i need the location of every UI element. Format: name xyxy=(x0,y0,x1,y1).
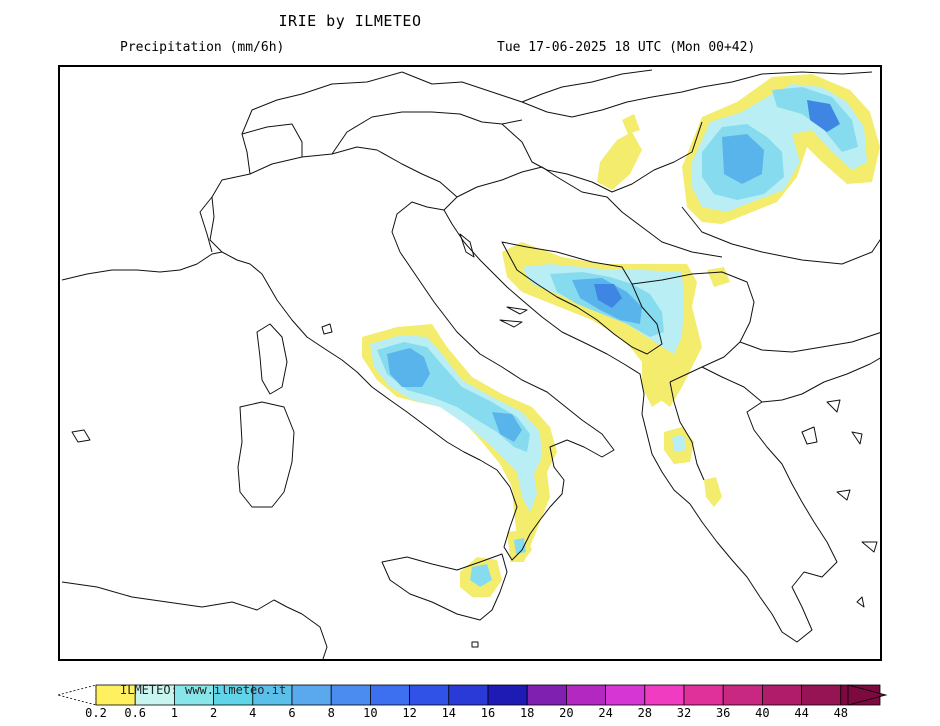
greek-island-6 xyxy=(861,541,878,553)
variable-label: Precipitation (mm/6h) xyxy=(120,40,285,55)
colorbar-tick-label: 18 xyxy=(519,706,535,720)
colorbar-box xyxy=(762,684,803,706)
sicily xyxy=(381,553,508,621)
precip-romania-dblue xyxy=(807,100,840,132)
elba xyxy=(321,323,333,335)
romania-north xyxy=(701,71,873,88)
precip-romania-blue xyxy=(722,134,764,184)
precipitation-map xyxy=(58,65,882,661)
greek-island-1 xyxy=(801,426,818,445)
bosnia-border xyxy=(501,241,663,355)
colorbar-tick-label: 28 xyxy=(637,706,653,720)
colorbar-tick-label: 32 xyxy=(676,706,692,720)
colorbar-box xyxy=(291,684,332,706)
colorbar-box xyxy=(801,684,842,706)
colorbar xyxy=(58,684,888,706)
colorbar-tick-label: 10 xyxy=(363,706,378,720)
precip-montenegro xyxy=(642,350,672,407)
sardinia xyxy=(237,401,295,508)
colorbar-box xyxy=(409,684,450,706)
colorbar-box xyxy=(644,684,685,706)
colorbar-tick-label: 16 xyxy=(480,706,496,720)
colorbar-right-arrow xyxy=(847,684,888,706)
colorbar-box xyxy=(722,684,763,706)
precip-greece-n xyxy=(704,477,722,507)
slovenia-croatia xyxy=(456,166,558,198)
colorbar-tick-label: 0.2 xyxy=(85,706,107,720)
swiss-border xyxy=(241,123,303,175)
precip-calabria-c xyxy=(514,538,526,554)
czech-border xyxy=(401,69,653,103)
malta xyxy=(471,641,479,648)
corsica xyxy=(256,323,288,395)
map-title: IRIE by ILMETEO xyxy=(278,12,422,30)
colorbar-tick-label: 24 xyxy=(598,706,613,720)
colorbar-tick-label: 8 xyxy=(327,706,335,720)
africa-coast xyxy=(61,581,328,659)
precipitation-layer xyxy=(362,74,880,597)
colorbar-tick-label: 0.6 xyxy=(124,706,147,720)
colorbar-box xyxy=(565,684,606,706)
precip-hungary xyxy=(597,132,642,190)
croatia-bosnia-border xyxy=(556,176,723,258)
dalmatian-island-2 xyxy=(499,319,523,328)
colorbar-box xyxy=(369,684,410,706)
colorbar-tick-label: 1 xyxy=(170,706,179,720)
precip-albania-c xyxy=(672,435,686,452)
colorbar-tick-label: 6 xyxy=(288,706,296,720)
italy-coast xyxy=(209,146,615,561)
precip-italy-core2 xyxy=(492,412,522,442)
slovakia-border xyxy=(521,86,703,118)
bulgaria-border xyxy=(739,332,880,353)
colorbar-box xyxy=(605,684,646,706)
france-italy-border xyxy=(199,196,213,253)
valid-time-label: Tue 17-06-2025 18 UTC (Mon 00+42) xyxy=(497,40,756,55)
colorbar-watermark: ILMETEO: www.ilmeteo.it xyxy=(120,683,287,697)
serbia-border xyxy=(631,271,755,383)
colorbar-box xyxy=(448,684,489,706)
colorbar-tick-label: 36 xyxy=(715,706,731,720)
albania-border xyxy=(669,381,705,481)
colorbar-box xyxy=(526,684,567,706)
balearic xyxy=(71,429,91,443)
austria-border xyxy=(331,111,523,155)
dalmatian-island-3 xyxy=(506,306,528,315)
germany-border xyxy=(241,71,403,135)
macedonia-border xyxy=(701,366,763,403)
precip-balkans-core xyxy=(594,284,622,308)
colorbar-box xyxy=(683,684,724,706)
greek-island-4 xyxy=(856,596,865,608)
greek-island-5 xyxy=(836,489,851,501)
precip-hungary-n xyxy=(622,114,640,134)
hungary-border xyxy=(501,121,703,193)
greek-island-2 xyxy=(851,431,863,445)
colorbar-tick-label: 48 xyxy=(833,706,849,720)
romania-border xyxy=(681,206,880,265)
precip-serbia-e xyxy=(707,267,730,287)
colorbar-tick-label: 4 xyxy=(249,706,257,720)
colorbar-tick-label: 40 xyxy=(755,706,770,720)
adriatic-east-coast xyxy=(443,209,880,643)
colorbar-box xyxy=(487,684,528,706)
colorbar-tick-label: 20 xyxy=(559,706,574,720)
dalmatian-island-1 xyxy=(459,233,475,258)
colorbar-tick-label: 44 xyxy=(794,706,809,720)
france-coast xyxy=(61,251,223,281)
greek-island-3 xyxy=(826,399,841,413)
colorbar-tick-label: 2 xyxy=(209,706,218,720)
colorbar-box xyxy=(330,684,371,706)
colorbar-tick-label: 12 xyxy=(402,706,417,720)
colorbar-tick-label: 14 xyxy=(441,706,457,720)
precip-italy-core xyxy=(387,348,430,387)
precip-sicily-c xyxy=(470,564,492,587)
coastlines-and-borders xyxy=(61,69,880,659)
colorbar-left-arrow xyxy=(58,684,97,706)
